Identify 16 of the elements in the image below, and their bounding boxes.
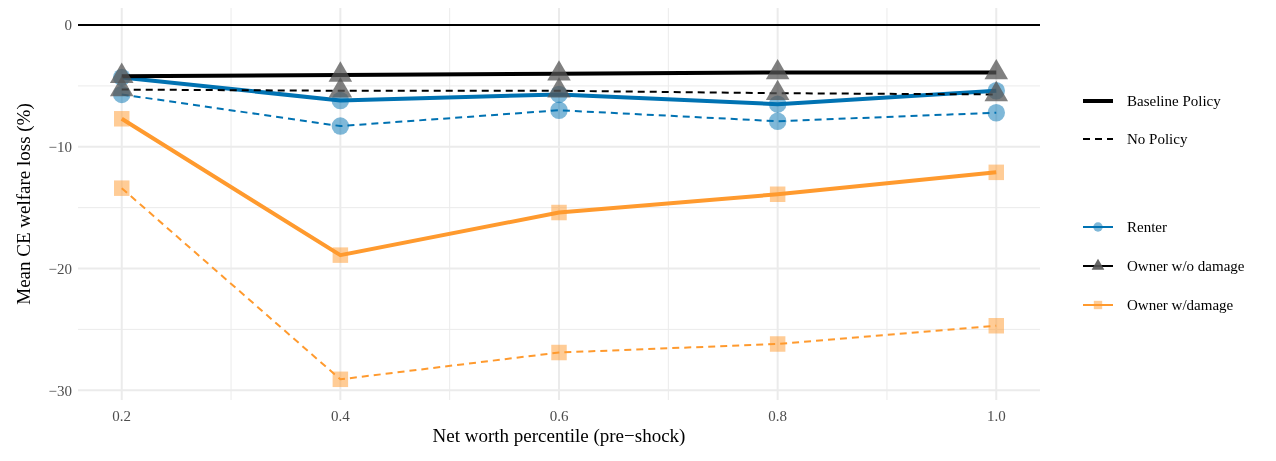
text: No Policy bbox=[1127, 131, 1188, 148]
legend-label: Renter bbox=[1127, 219, 1167, 236]
x-tick-label: 1.0 bbox=[986, 408, 1006, 424]
x-axis-title: Net worth percentile (pre−shock) bbox=[432, 425, 686, 447]
x-tick-label: 0.2 bbox=[112, 408, 132, 424]
y-tick-label: −20 bbox=[48, 260, 72, 277]
y-tick-label: −30 bbox=[48, 382, 72, 399]
x-tick-label: 0.8 bbox=[768, 408, 788, 424]
legend-label: Owner w/damage bbox=[1127, 297, 1234, 314]
legend-label: Owner w/o damage bbox=[1127, 258, 1245, 275]
text: Baseline Policy bbox=[1127, 93, 1222, 110]
y-tick-label: −10 bbox=[48, 139, 72, 156]
x-tick-label: 0.6 bbox=[549, 408, 569, 424]
x-tick-label: 0.4 bbox=[330, 408, 351, 424]
y-axis-title: Mean CE welfare loss (%) bbox=[13, 103, 35, 305]
y-tick-label: 0 bbox=[64, 17, 72, 34]
